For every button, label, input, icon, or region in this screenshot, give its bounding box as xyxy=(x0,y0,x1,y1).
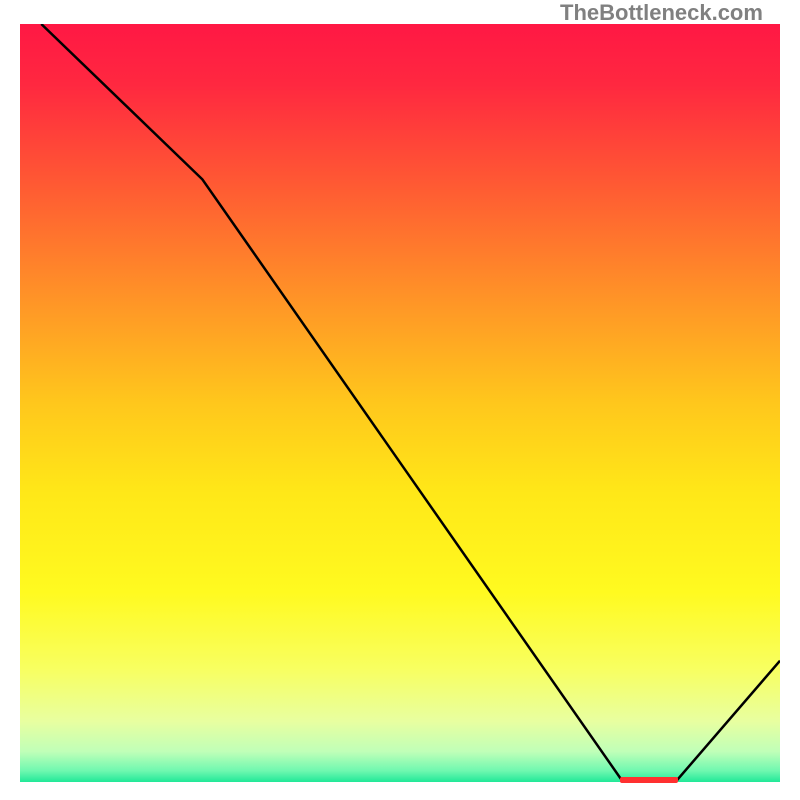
chart-plot-area xyxy=(20,24,780,782)
red-marker xyxy=(620,777,678,783)
chart-container: TheBottleneck.com xyxy=(0,0,800,800)
watermark-text: TheBottleneck.com xyxy=(560,0,763,26)
chart-background xyxy=(20,24,780,782)
